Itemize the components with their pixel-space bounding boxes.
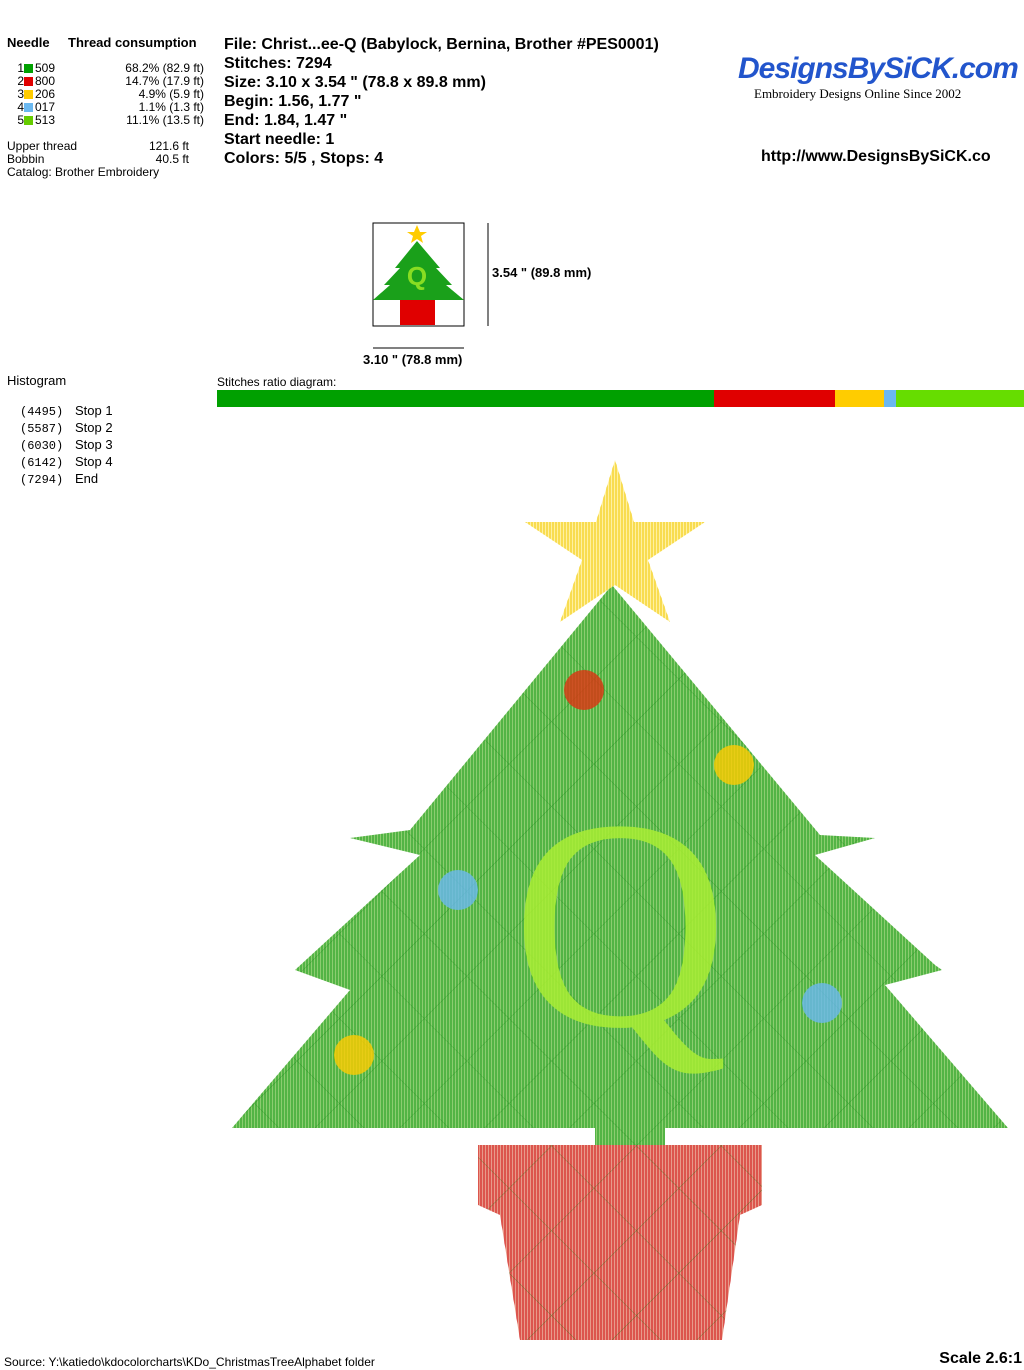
ratio-segment	[835, 390, 885, 407]
thread-usage: 68.2% (82.9 ft)	[125, 61, 204, 75]
stop-count: (5587)	[20, 422, 64, 436]
website-link[interactable]: http://www.DesignsBySiCK.co	[761, 148, 991, 165]
colors: Colors: 5/5 , Stops: 4	[224, 150, 384, 167]
stop-label: Stop 4	[75, 454, 113, 469]
histogram-title: Histogram	[7, 373, 67, 388]
stop-label: Stop 2	[75, 420, 113, 435]
ornament-yellow	[334, 1035, 374, 1075]
ratio-segment	[896, 390, 1024, 407]
file: File: Christ...ee-Q (Babylock, Bernina, …	[224, 36, 659, 53]
thumb-tree	[373, 241, 464, 300]
needle-number: 4	[17, 100, 24, 114]
needle-row: 5 513 11.1% (13.5 ft)	[14, 114, 204, 127]
needle-header: Needle	[7, 35, 50, 50]
upper-label: Upper thread	[7, 139, 78, 153]
needle-row: 4 017 1.1% (1.3 ft)	[14, 101, 204, 114]
stop-label: End	[75, 471, 99, 486]
design-info: File: Christ...ee-Q (Babylock, Bernina, …	[224, 35, 659, 168]
needle-number: 3	[17, 87, 24, 101]
color-swatch	[24, 90, 33, 99]
begin: Begin: 1.56, 1.77 "	[224, 93, 362, 110]
needle-row: 2 800 14.7% (17.9 ft)	[14, 75, 204, 88]
needle-row: 3 206 4.9% (5.9 ft)	[14, 88, 204, 101]
ratio-segment	[714, 390, 836, 407]
thumbnail: Q 3.54 " (89.8 mm) 3.10 " (78.8 mm)	[363, 222, 591, 367]
ratio-segment	[884, 390, 897, 407]
needle-number: 2	[17, 74, 24, 88]
histogram-item: (7294) End	[20, 471, 113, 488]
color-swatch	[24, 77, 33, 86]
ornament-blue	[802, 983, 842, 1023]
color-swatch	[24, 103, 33, 112]
thread-header: Thread consumption	[68, 35, 197, 50]
thread-usage: 14.7% (17.9 ft)	[125, 74, 204, 88]
thread-usage: 1.1% (1.3 ft)	[138, 100, 204, 114]
needle-number: 1	[17, 61, 24, 75]
stop-count: (6142)	[20, 456, 64, 470]
color-swatch	[24, 116, 33, 125]
histogram-item: (6030) Stop 3	[20, 437, 113, 454]
thumb-star	[407, 225, 427, 243]
logo-name: DesignsBySiCK.com	[738, 52, 1019, 85]
thread-code: 509	[35, 61, 56, 75]
stop-label: Stop 3	[75, 437, 113, 452]
star	[525, 460, 705, 622]
ornament-red	[564, 670, 604, 710]
thread-totals: Upper thread 121.6 ft Bobbin 40.5 ft Catal…	[7, 140, 189, 179]
color-swatch	[24, 64, 33, 73]
source-path: Source: Y:\katiedo\kdocolorcharts\KDo_Ch…	[4, 1355, 375, 1369]
histogram-item: (5587) Stop 2	[20, 420, 113, 437]
ratio-segment	[217, 390, 715, 407]
thumb-pot	[400, 300, 435, 325]
ornament-blue	[438, 870, 478, 910]
thread-code: 017	[35, 100, 56, 114]
width-label: 3.10 " (78.8 mm)	[363, 352, 462, 367]
stop-count: (4495)	[20, 405, 64, 419]
catalog: Catalog: Brother Embroidery	[7, 165, 160, 179]
thumb-q: Q	[407, 261, 427, 291]
stop-label: Stop 1	[75, 403, 113, 418]
logo-tagline: Embroidery Designs Online Since 2002	[754, 86, 962, 101]
start-needle: Start needle: 1	[224, 131, 335, 148]
ratio-title: Stitches ratio diagram:	[217, 375, 337, 389]
ornament-yellow	[714, 745, 754, 785]
thread-code: 206	[35, 87, 56, 101]
histogram-item: (6142) Stop 4	[20, 454, 113, 471]
stitches-ratio-bar	[217, 390, 1024, 407]
tree	[232, 585, 1008, 1145]
bobbin-label: Bobbin	[7, 152, 45, 166]
histogram-item: (4495) Stop 1	[20, 403, 113, 420]
scale: Scale 2.6:1	[939, 1350, 1022, 1367]
needle-number: 5	[17, 113, 24, 127]
thread-usage: 4.9% (5.9 ft)	[138, 87, 204, 101]
thread-code: 513	[35, 113, 56, 127]
logo: DesignsBySiCK.com Embroidery Designs Onl…	[738, 52, 1024, 102]
end: End: 1.84, 1.47 "	[224, 112, 348, 129]
thread-usage: 11.1% (13.5 ft)	[126, 113, 204, 127]
bobbin-value: 40.5 ft	[155, 152, 189, 166]
height-label: 3.54 " (89.8 mm)	[492, 265, 591, 280]
histogram-list: (4495) Stop 1 (5587) Stop 2 (6030) Stop 3 (614…	[20, 403, 113, 488]
thread-code: 800	[35, 74, 56, 88]
stop-count: (6030)	[20, 439, 64, 453]
stop-count: (7294)	[20, 473, 64, 487]
needle-list: 1 509 68.2% (82.9 ft) 2 800 14.7% (17.9 ft) 3 2…	[14, 62, 204, 127]
letter-q: Q	[512, 758, 729, 1090]
needle-row: 1 509 68.2% (82.9 ft)	[14, 62, 204, 75]
size: Size: 3.10 x 3.54 " (78.8 x 89.8 mm)	[224, 74, 486, 91]
upper-value: 121.6 ft	[148, 139, 189, 153]
pot	[478, 1145, 762, 1340]
stitches: Stitches: 7294	[224, 55, 332, 72]
